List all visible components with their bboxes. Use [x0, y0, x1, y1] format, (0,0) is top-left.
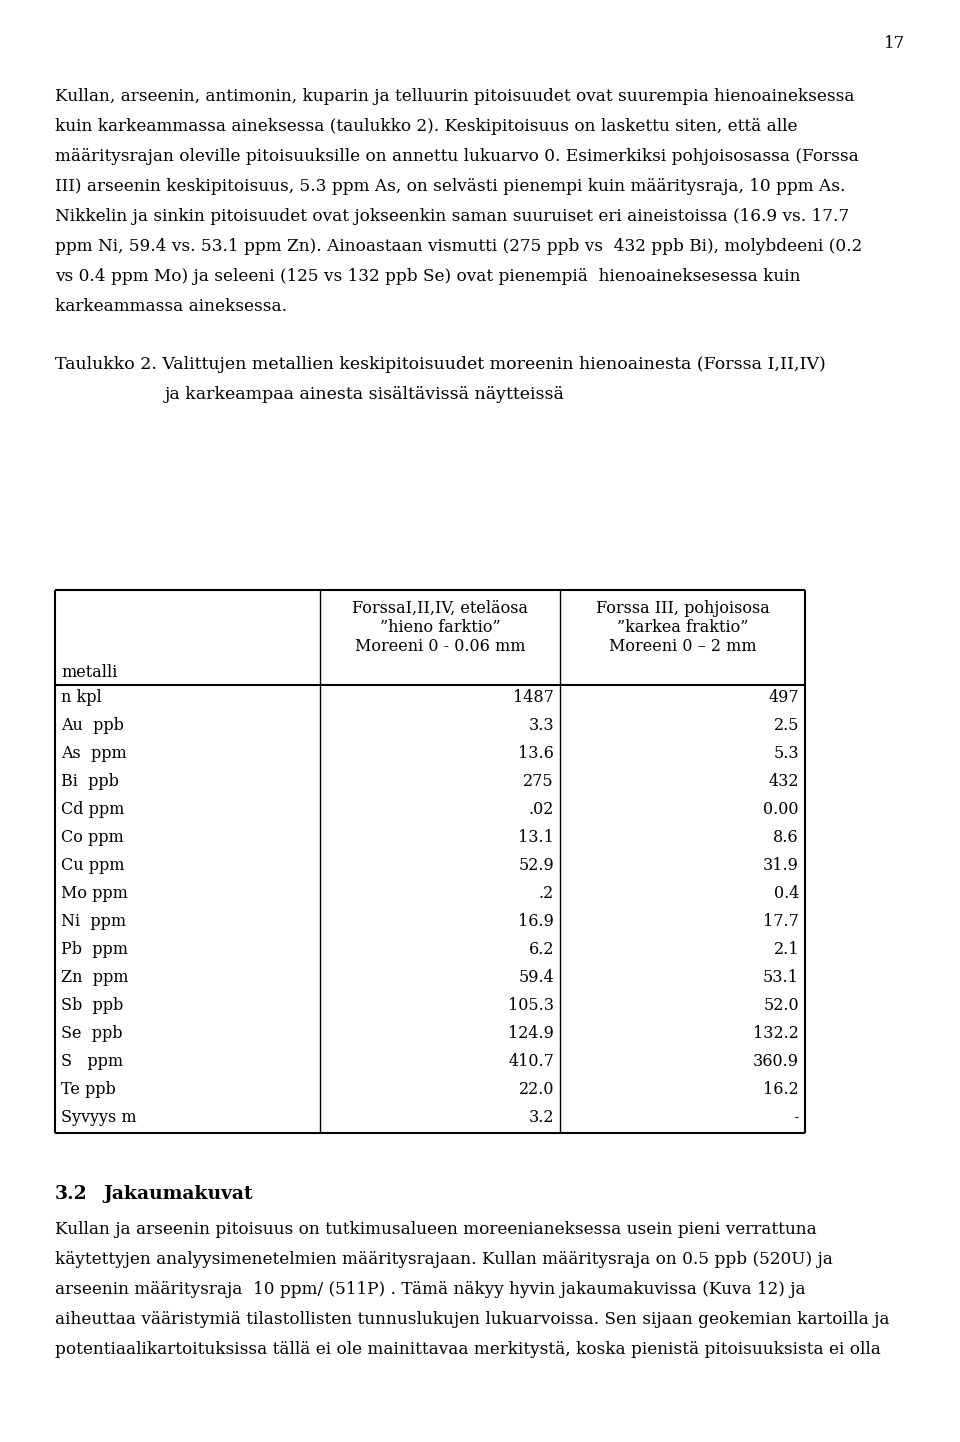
Text: Forssa III, pohjoisosa: Forssa III, pohjoisosa: [595, 600, 769, 617]
Text: Mo ppm: Mo ppm: [61, 885, 128, 903]
Text: Se  ppb: Se ppb: [61, 1025, 123, 1043]
Text: 3.2: 3.2: [529, 1109, 554, 1126]
Text: 17.7: 17.7: [763, 913, 799, 930]
Text: III) arseenin keskipitoisuus, 5.3 ppm As, on selvästi pienempi kuin määritysraja: III) arseenin keskipitoisuus, 5.3 ppm As…: [55, 177, 846, 195]
Text: 410.7: 410.7: [508, 1054, 554, 1070]
Text: 497: 497: [768, 689, 799, 707]
Text: Zn  ppm: Zn ppm: [61, 969, 129, 986]
Text: Moreeni 0 – 2 mm: Moreeni 0 – 2 mm: [609, 637, 756, 655]
Text: Te ppb: Te ppb: [61, 1082, 116, 1099]
Text: 124.9: 124.9: [508, 1025, 554, 1043]
Text: -: -: [794, 1109, 799, 1126]
Text: metalli: metalli: [61, 663, 117, 681]
Text: Co ppm: Co ppm: [61, 829, 124, 846]
Text: määritysrajan oleville pitoisuuksille on annettu lukuarvo 0. Esimerkiksi pohjois: määritysrajan oleville pitoisuuksille on…: [55, 149, 859, 164]
Text: karkeammassa aineksessa.: karkeammassa aineksessa.: [55, 298, 287, 314]
Text: Taulukko 2. Valittujen metallien keskipitoisuudet moreenin hienoainesta (Forssa : Taulukko 2. Valittujen metallien keskipi…: [55, 356, 826, 373]
Text: 22.0: 22.0: [518, 1082, 554, 1099]
Text: Sb  ppb: Sb ppb: [61, 998, 123, 1015]
Text: 360.9: 360.9: [753, 1054, 799, 1070]
Text: Nikkelin ja sinkin pitoisuudet ovat jokseenkin saman suuruiset eri aineistoissa : Nikkelin ja sinkin pitoisuudet ovat joks…: [55, 208, 850, 225]
Text: ja karkeampaa ainesta sisältävissä näytteissä: ja karkeampaa ainesta sisältävissä näytt…: [165, 386, 564, 402]
Text: 3.2: 3.2: [55, 1185, 87, 1203]
Text: Kullan, arseenin, antimonin, kuparin ja telluurin pitoisuudet ovat suurempia hie: Kullan, arseenin, antimonin, kuparin ja …: [55, 88, 854, 105]
Text: 52.9: 52.9: [518, 858, 554, 874]
Text: Kullan ja arseenin pitoisuus on tutkimusalueen moreenianeksessa usein pieni verr: Kullan ja arseenin pitoisuus on tutkimus…: [55, 1221, 817, 1239]
Text: 13.6: 13.6: [518, 746, 554, 763]
Text: 16.2: 16.2: [763, 1082, 799, 1099]
Text: .02: .02: [529, 802, 554, 819]
Text: 275: 275: [523, 773, 554, 790]
Text: 0.00: 0.00: [763, 802, 799, 819]
Text: 5.3: 5.3: [774, 746, 799, 763]
Text: 8.6: 8.6: [774, 829, 799, 846]
Text: 13.1: 13.1: [518, 829, 554, 846]
Text: 3.3: 3.3: [528, 718, 554, 734]
Text: S   ppm: S ppm: [61, 1054, 123, 1070]
Text: potentiaalikartoituksissa tällä ei ole mainittavaa merkitystä, koska pienistä pi: potentiaalikartoituksissa tällä ei ole m…: [55, 1341, 881, 1358]
Text: 105.3: 105.3: [508, 998, 554, 1015]
Text: 6.2: 6.2: [529, 942, 554, 959]
Text: Cu ppm: Cu ppm: [61, 858, 125, 874]
Text: arseenin määritysraja  10 ppm/ (511P) . Tämä näkyy hyvin jakaumakuvissa (Kuva 12: arseenin määritysraja 10 ppm/ (511P) . T…: [55, 1280, 805, 1298]
Text: 59.4: 59.4: [518, 969, 554, 986]
Text: Jakaumakuvat: Jakaumakuvat: [103, 1185, 252, 1203]
Text: ForssaI,II,IV, eteläosa: ForssaI,II,IV, eteläosa: [352, 600, 528, 617]
Text: 2.1: 2.1: [774, 942, 799, 959]
Text: 2.5: 2.5: [774, 718, 799, 734]
Text: aiheuttaa vääristymiä tilastollisten tunnuslukujen lukuarvoissa. Sen sijaan geok: aiheuttaa vääristymiä tilastollisten tun…: [55, 1311, 890, 1328]
Text: 0.4: 0.4: [774, 885, 799, 903]
Text: kuin karkeammassa aineksessa (taulukko 2). Keskipitoisuus on laskettu siten, ett: kuin karkeammassa aineksessa (taulukko 2…: [55, 118, 798, 136]
Text: 1487: 1487: [514, 689, 554, 707]
Text: Cd ppm: Cd ppm: [61, 802, 125, 819]
Text: Syvyys m: Syvyys m: [61, 1109, 136, 1126]
Text: Au  ppb: Au ppb: [61, 718, 124, 734]
Text: .2: .2: [539, 885, 554, 903]
Text: Bi  ppb: Bi ppb: [61, 773, 119, 790]
Text: ”karkea fraktio”: ”karkea fraktio”: [617, 619, 748, 636]
Text: 53.1: 53.1: [763, 969, 799, 986]
Text: Pb  ppm: Pb ppm: [61, 942, 128, 959]
Text: ”hieno farktio”: ”hieno farktio”: [380, 619, 500, 636]
Text: Moreeni 0 - 0.06 mm: Moreeni 0 - 0.06 mm: [355, 637, 525, 655]
Text: n kpl: n kpl: [61, 689, 102, 707]
Text: 31.9: 31.9: [763, 858, 799, 874]
Text: 432: 432: [769, 773, 799, 790]
Text: ppm Ni, 59.4 vs. 53.1 ppm Zn). Ainoastaan vismutti (275 ppb vs  432 ppb Bi), mol: ppm Ni, 59.4 vs. 53.1 ppm Zn). Ainoastaa…: [55, 238, 862, 255]
Text: 17: 17: [884, 35, 905, 52]
Text: 16.9: 16.9: [518, 913, 554, 930]
Text: vs 0.4 ppm Mo) ja seleeni (125 vs 132 ppb Se) ovat pienempiä  hienoaineksesessa : vs 0.4 ppm Mo) ja seleeni (125 vs 132 pp…: [55, 268, 801, 286]
Text: käytettyjen analyysimenetelmien määritysrajaan. Kullan määritysraja on 0.5 ppb (: käytettyjen analyysimenetelmien määritys…: [55, 1252, 833, 1268]
Text: As  ppm: As ppm: [61, 746, 127, 763]
Text: 52.0: 52.0: [763, 998, 799, 1015]
Text: 132.2: 132.2: [754, 1025, 799, 1043]
Text: Ni  ppm: Ni ppm: [61, 913, 126, 930]
